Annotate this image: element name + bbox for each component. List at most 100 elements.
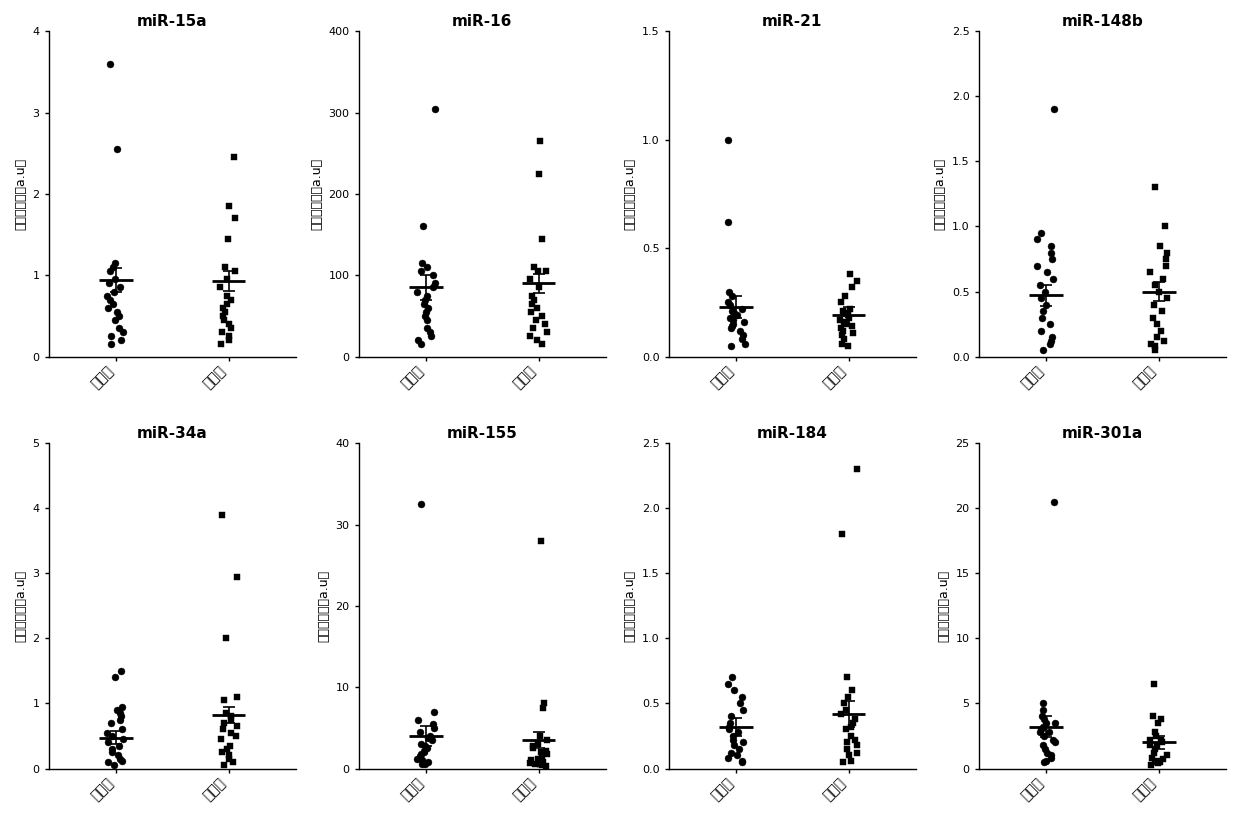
Point bbox=[223, 756, 243, 769]
Point bbox=[1039, 725, 1059, 739]
Point bbox=[537, 748, 557, 761]
Point bbox=[1033, 305, 1053, 318]
Point bbox=[221, 322, 241, 335]
Point bbox=[1045, 736, 1065, 749]
Point bbox=[837, 743, 857, 756]
Point bbox=[831, 322, 851, 335]
Point bbox=[1040, 337, 1060, 350]
Point bbox=[1034, 730, 1054, 743]
Point bbox=[218, 232, 238, 245]
Point bbox=[836, 703, 856, 717]
Point bbox=[832, 337, 852, 350]
Point bbox=[107, 703, 126, 717]
Point bbox=[213, 310, 233, 323]
Point bbox=[733, 754, 753, 767]
Point bbox=[1143, 677, 1163, 690]
Point bbox=[847, 739, 867, 752]
Point bbox=[537, 326, 557, 339]
Point bbox=[417, 314, 436, 327]
Point bbox=[224, 265, 244, 278]
Point bbox=[1034, 721, 1054, 734]
Point bbox=[533, 701, 553, 714]
Point bbox=[1032, 723, 1052, 736]
Point bbox=[836, 318, 856, 331]
Point bbox=[412, 758, 432, 771]
Point bbox=[219, 318, 239, 331]
Point bbox=[112, 333, 131, 346]
Point bbox=[733, 756, 753, 769]
Title: miR-21: miR-21 bbox=[763, 14, 822, 29]
Point bbox=[842, 684, 862, 697]
Point bbox=[722, 747, 742, 760]
Point bbox=[227, 730, 247, 743]
Point bbox=[216, 261, 236, 274]
Point bbox=[110, 752, 130, 766]
Point bbox=[219, 199, 239, 212]
Point bbox=[846, 734, 866, 747]
Point bbox=[1042, 331, 1061, 344]
Point bbox=[1146, 730, 1166, 743]
Point bbox=[1044, 495, 1064, 508]
Point bbox=[832, 328, 852, 342]
Point bbox=[1030, 279, 1050, 292]
Point bbox=[723, 313, 743, 326]
Point bbox=[112, 754, 131, 767]
Point bbox=[841, 721, 861, 734]
Point bbox=[414, 746, 434, 759]
Point bbox=[723, 318, 743, 331]
Point bbox=[835, 333, 854, 346]
Point bbox=[533, 756, 553, 769]
Point bbox=[847, 463, 867, 476]
Point bbox=[521, 330, 541, 343]
Point bbox=[733, 302, 753, 315]
Point bbox=[98, 756, 118, 769]
Point bbox=[112, 710, 131, 723]
Point bbox=[1151, 734, 1171, 747]
Point bbox=[532, 750, 552, 763]
Point bbox=[528, 281, 548, 294]
Point bbox=[720, 311, 740, 324]
Point bbox=[99, 277, 119, 290]
Point bbox=[1030, 725, 1050, 739]
Point bbox=[212, 326, 232, 339]
Point bbox=[841, 754, 861, 767]
Point bbox=[110, 664, 130, 677]
Point bbox=[415, 310, 435, 323]
Point bbox=[729, 743, 749, 756]
Point bbox=[104, 285, 124, 298]
Point bbox=[523, 742, 543, 755]
Point bbox=[422, 734, 441, 747]
Point bbox=[412, 498, 432, 511]
Point bbox=[1149, 285, 1169, 298]
Point bbox=[413, 220, 433, 233]
Point bbox=[1038, 747, 1058, 760]
Point bbox=[1148, 717, 1168, 730]
Point bbox=[1153, 752, 1173, 766]
Point bbox=[104, 314, 124, 327]
Point bbox=[109, 322, 129, 335]
Point bbox=[1151, 324, 1171, 337]
Point bbox=[842, 319, 862, 333]
Point bbox=[1045, 717, 1065, 730]
Point bbox=[720, 322, 740, 335]
Point bbox=[842, 281, 862, 294]
Point bbox=[1145, 181, 1164, 194]
Point bbox=[100, 330, 120, 343]
Point bbox=[728, 725, 748, 739]
Point bbox=[1043, 272, 1063, 285]
Point bbox=[537, 734, 557, 747]
Point bbox=[843, 717, 863, 730]
Point bbox=[1141, 739, 1161, 752]
Point bbox=[424, 277, 444, 290]
Point bbox=[412, 337, 432, 350]
Point bbox=[424, 721, 444, 734]
Point bbox=[1033, 703, 1053, 717]
Title: miR-148b: miR-148b bbox=[1061, 14, 1143, 29]
Point bbox=[1146, 725, 1166, 739]
Point bbox=[1154, 334, 1174, 347]
Title: miR-16: miR-16 bbox=[453, 14, 512, 29]
Point bbox=[219, 752, 239, 766]
Point bbox=[732, 690, 751, 703]
Point bbox=[420, 326, 440, 339]
Point bbox=[1028, 233, 1048, 246]
